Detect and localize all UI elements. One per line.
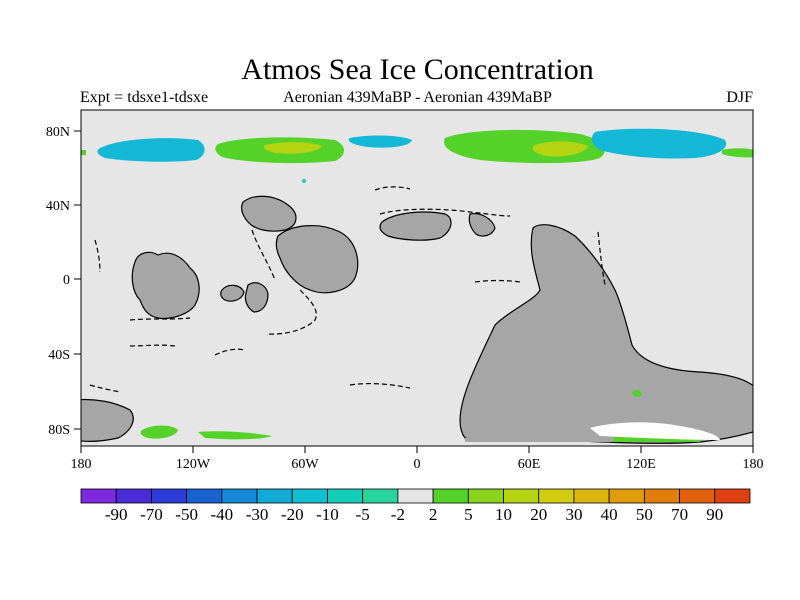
x-tick-label: 60W — [291, 457, 319, 472]
colorbar-swatch — [608, 488, 645, 504]
colorbar-swatch — [186, 488, 223, 504]
ice-patch-south-green-2 — [198, 431, 272, 440]
colorbar-swatch — [714, 488, 751, 504]
y-tick-label: 80N — [46, 125, 70, 140]
colorbar-tick-label: -50 — [175, 505, 198, 524]
colorbar-tick-label: -5 — [355, 505, 370, 524]
x-axis: 180 120W 60W 0 60E 120E 180 — [71, 446, 764, 472]
continent-small-island-2 — [244, 282, 269, 313]
colorbar-tick-label: 5 — [464, 505, 473, 524]
colorbar-swatch — [115, 488, 152, 504]
colorbar-tick-label: 2 — [428, 505, 438, 524]
ice-patch-green-far-east — [722, 148, 753, 158]
continents — [81, 195, 753, 444]
ice-patch-yellow-west — [263, 142, 322, 154]
continent-northwest-block — [241, 195, 297, 232]
colorbar-swatch — [538, 488, 575, 504]
continent-west-island — [131, 251, 200, 320]
colorbar-swatch — [151, 488, 188, 504]
ice-patch-south-green-3 — [632, 389, 642, 397]
colorbar-tick-label: -2 — [390, 505, 405, 524]
colorbar-tick-label: 20 — [530, 505, 548, 524]
x-tick-label: 0 — [414, 457, 421, 472]
colorbar-swatch — [467, 488, 504, 504]
colorbar-tick-label: -20 — [280, 505, 304, 524]
colorbar-swatch — [291, 488, 328, 504]
ice-patch-cyan-mid — [348, 135, 412, 148]
continent-main-east — [459, 224, 753, 444]
y-axis: 80N 40N 0 40S 80S — [46, 125, 81, 438]
ice-patch-cyan-west — [97, 138, 205, 162]
colorbar-tick-label: 40 — [600, 505, 618, 524]
y-tick-label: 0 — [63, 273, 70, 288]
colorbar-swatch — [573, 488, 610, 504]
dashed-line-1 — [374, 186, 411, 191]
colorbar-tick-label: 50 — [635, 505, 653, 524]
ice-patch-cyan-east — [591, 128, 727, 159]
ice-patch-green-west-edge — [81, 150, 86, 155]
colorbar-tick-label: 30 — [565, 505, 583, 524]
arctic-ice-anomalies — [81, 128, 753, 183]
dashed-line-2 — [379, 208, 511, 217]
dashed-line-10 — [89, 384, 121, 393]
colorbar-tick-label: 70 — [671, 505, 689, 524]
colorbar-tick-label: -30 — [245, 505, 269, 524]
dashed-line-11 — [94, 239, 101, 273]
experiment-label: Expt = tdsxe1-tdsxe — [80, 89, 209, 106]
colorbar-swatch — [362, 488, 399, 504]
colorbar-tick-label: -70 — [140, 505, 163, 524]
season-label: DJF — [726, 89, 753, 106]
colorbar-tick-label: -10 — [316, 505, 339, 524]
colorbar — [80, 488, 751, 504]
colorbar-swatch — [80, 488, 117, 504]
dashed-coastlines — [89, 186, 606, 393]
colorbar-swatch — [221, 488, 258, 504]
colorbar-swatch — [643, 488, 680, 504]
continent-small-island — [220, 284, 245, 302]
dashed-line-12 — [214, 348, 246, 356]
colorbar-swatch — [327, 488, 364, 504]
colorbar-swatch — [679, 488, 716, 504]
y-tick-label: 40S — [48, 348, 70, 363]
colorbar-swatch — [256, 488, 293, 504]
continent-central-north — [379, 211, 452, 241]
period-label: Aeronian 439MaBP - Aeronian 439MaBP — [283, 89, 552, 106]
ice-patch-yellow-east — [532, 141, 588, 157]
y-tick-label: 40N — [46, 199, 70, 214]
dashed-line-8 — [474, 279, 521, 283]
continent-south-west — [81, 398, 134, 442]
x-tick-label: 120E — [626, 457, 656, 472]
x-tick-label: 180 — [743, 457, 764, 472]
colorbar-swatch — [503, 488, 540, 504]
y-tick-label: 80S — [48, 423, 70, 438]
colorbar-tick-label: -90 — [104, 505, 128, 524]
x-tick-label: 120W — [176, 457, 211, 472]
colorbar-swatch — [397, 488, 434, 504]
dashed-line-7 — [597, 231, 606, 286]
dashed-line-3 — [251, 229, 276, 281]
ice-patch-south-white — [590, 422, 720, 440]
ice-patch-south-green-1 — [140, 425, 178, 439]
x-tick-label: 60E — [518, 457, 541, 472]
colorbar-tick-label: 90 — [706, 505, 724, 524]
colorbar-tick-label: 10 — [495, 505, 513, 524]
dashed-line-4 — [267, 289, 317, 335]
dashed-line-6 — [129, 344, 176, 347]
continent-central-islands — [275, 225, 359, 294]
continent-central-north-2 — [468, 213, 496, 237]
ice-patch-small-dot — [302, 179, 306, 183]
map-title: Atmos Sea Ice Concentration — [241, 53, 594, 86]
colorbar-swatch — [432, 488, 469, 504]
antarctic-ice-anomalies — [140, 389, 720, 442]
map-plot-area — [81, 110, 753, 446]
colorbar-tick-label: -40 — [210, 505, 234, 524]
x-tick-label: 180 — [71, 457, 92, 472]
